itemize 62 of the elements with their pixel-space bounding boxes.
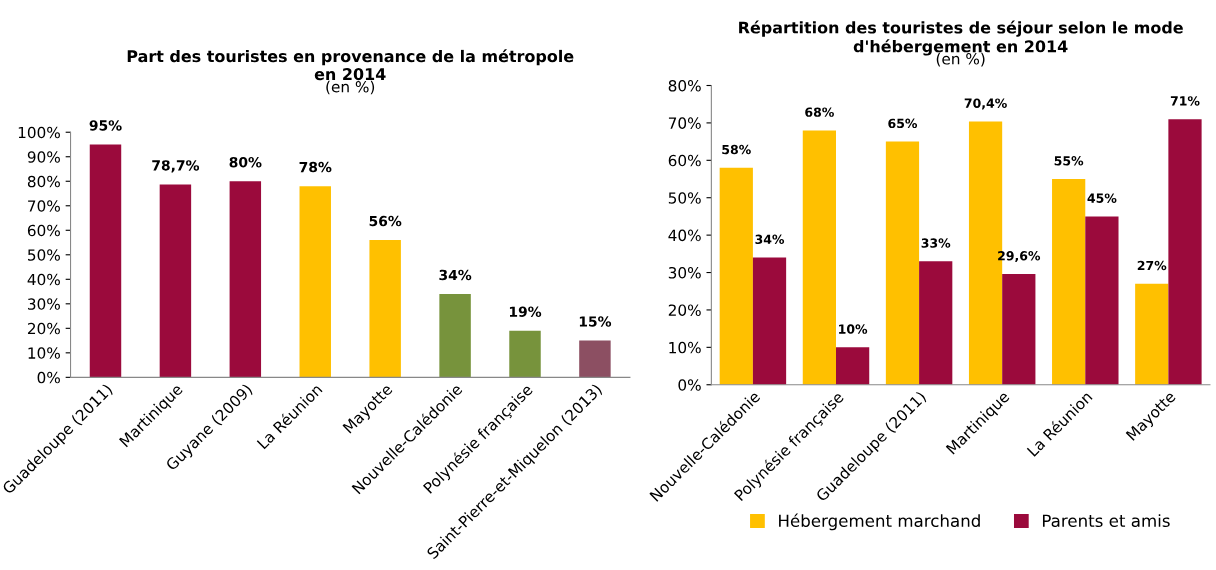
data-label: 45% [1087,193,1117,203]
legend-label: Parents et amis [1042,514,1170,528]
bar [509,330,541,378]
data-label: 65% [888,118,918,129]
bar [369,240,401,378]
chart-subtitle: (en %) [326,80,375,95]
y-tick-label: 40% [668,229,701,242]
data-label: 55% [1054,156,1084,166]
y-tick-label: 20% [27,322,60,335]
bar [719,167,753,385]
legend-label: Hébergement marchand [779,513,980,531]
bar [802,130,836,385]
bar [299,186,331,378]
data-label: 78% [299,161,332,173]
data-label: 19% [509,306,542,317]
data-label: 95% [89,120,122,131]
y-tick-label: 60% [27,224,60,237]
bar [752,257,787,385]
y-tick-label: 60% [668,154,701,167]
bar [1135,283,1169,385]
y-tick-label: 10% [28,347,60,359]
y-tick-label: 50% [668,192,701,204]
y-tick-label: 0% [37,371,60,384]
bar [1002,274,1036,385]
bar [1085,216,1119,385]
y-tick-label: 0% [678,379,701,391]
data-label: 56% [369,215,402,227]
data-label: 58% [722,144,751,155]
y-tick-label: 80% [668,79,701,92]
bar [1052,179,1086,385]
data-label: 78,7% [152,160,200,173]
y-tick-label: 90% [27,151,60,163]
bar [89,144,122,378]
bar [1168,119,1202,385]
bar [159,184,192,378]
y-tick-label: 30% [28,298,60,310]
data-label: 33% [921,238,951,248]
data-label: 27% [1137,260,1167,271]
bar [836,347,870,385]
y-tick-label: 30% [668,267,701,279]
chart-title: Part des touristes en provenance de la métropole en 2014 [127,49,574,81]
bar [919,261,953,385]
y-tick-label: 70% [28,200,60,212]
data-label: 34% [439,269,472,281]
y-tick-label: 50% [28,249,60,261]
bar [439,294,471,378]
y-tick-label: 40% [27,273,60,286]
data-label: 34% [755,234,785,245]
bar [579,340,611,378]
data-label: 15% [579,316,612,327]
y-tick-label: 100% [18,126,60,139]
bar [885,141,920,385]
bar [229,181,262,378]
data-label: 71% [1170,96,1200,106]
y-tick-label: 70% [668,117,701,129]
y-tick-label: 20% [668,304,701,316]
y-tick-label: 10% [669,341,701,354]
y-tick-label: 80% [27,175,60,188]
data-label: 70,4% [964,98,1007,110]
data-label: 80% [229,156,262,168]
data-label: 10% [839,324,868,334]
data-label: 68% [805,107,834,117]
